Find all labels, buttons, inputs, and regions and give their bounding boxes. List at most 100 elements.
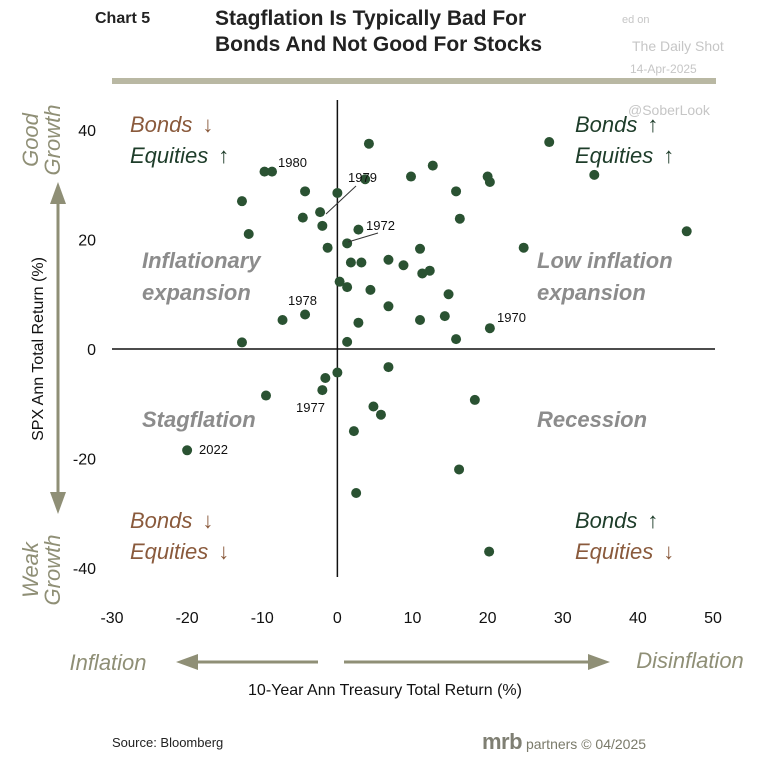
corner-bonds-label: Bonds ↑ xyxy=(575,112,658,137)
corner-bonds-label: Bonds ↑ xyxy=(575,508,658,533)
data-point xyxy=(317,385,328,396)
inflation-arrow-icon xyxy=(176,654,198,670)
data-point xyxy=(439,311,450,322)
x-tick-label: -20 xyxy=(176,610,199,627)
x-tick-label: -10 xyxy=(251,610,274,627)
watermark-line4: @SoberLook xyxy=(628,102,710,118)
data-point xyxy=(451,334,462,345)
data-point xyxy=(383,254,394,265)
data-point xyxy=(589,169,600,180)
chart-number: Chart 5 xyxy=(95,10,151,27)
data-point xyxy=(345,257,356,268)
data-point xyxy=(365,284,376,295)
data-point xyxy=(261,390,272,401)
data-point xyxy=(353,224,364,235)
quadrant-top-left-line2: expansion xyxy=(142,280,251,305)
bonds-arrow-icon: ↓ xyxy=(202,112,213,137)
chart-title-line2: Bonds And Not Good For Stocks xyxy=(215,33,543,56)
x-tick-label: 50 xyxy=(704,610,722,627)
data-point xyxy=(351,487,362,498)
data-point xyxy=(360,174,371,185)
growth-top-label: Growth xyxy=(40,105,65,176)
data-point xyxy=(427,160,438,171)
data-point xyxy=(484,546,495,557)
data-point xyxy=(300,309,311,320)
x-axis-title: 10-Year Ann Treasury Total Return (%) xyxy=(248,682,522,699)
data-point xyxy=(356,257,367,268)
x-tick-label: 10 xyxy=(404,610,422,627)
annotation-leader-line xyxy=(347,232,379,243)
data-point xyxy=(317,220,328,231)
data-point xyxy=(259,166,270,177)
data-point xyxy=(368,401,379,412)
corner-equities-label: Equities ↑ xyxy=(575,143,674,168)
data-point xyxy=(398,260,409,271)
data-point xyxy=(518,242,529,253)
y-tick-label: 0 xyxy=(87,342,96,359)
corner-equities-label: Equities ↓ xyxy=(575,539,674,564)
year-annotation: 1970 xyxy=(497,310,526,325)
data-point xyxy=(332,187,343,198)
data-point xyxy=(443,289,454,300)
brand-main: mrb xyxy=(482,729,523,754)
equities-arrow-icon: ↓ xyxy=(218,539,229,564)
corner-bonds-label: Bonds ↓ xyxy=(130,508,213,533)
watermark-line3: 14-Apr-2025 xyxy=(630,62,697,76)
brand-rest: partners © 04/2025 xyxy=(522,736,647,752)
quadrant-bottom-left: Stagflation xyxy=(142,407,256,432)
y-tick-label: -40 xyxy=(73,561,96,578)
data-point xyxy=(315,207,326,218)
y-tick-label: 40 xyxy=(78,123,96,140)
data-point xyxy=(544,137,555,148)
bonds-arrow-icon: ↑ xyxy=(647,112,658,137)
data-point xyxy=(322,242,333,253)
x-tick-label: -30 xyxy=(100,610,123,627)
labels: -30 -20 -10 0 10 20 30 40 50 -40 -20 0 20 40 10-Year A… xyxy=(18,105,744,699)
source-note: Source: Bloomberg xyxy=(112,735,224,750)
disinflation-arrow-icon xyxy=(588,654,610,670)
data-point xyxy=(417,268,428,279)
quadrant-top-left-line1: Inflationary xyxy=(142,248,262,273)
growth-bottom-label: Growth xyxy=(40,535,65,606)
weak-label: Weak xyxy=(18,541,43,598)
data-point xyxy=(320,373,331,384)
data-point xyxy=(383,362,394,373)
data-point xyxy=(348,426,359,437)
y-axis-title: SPX Ann Total Return (%) xyxy=(30,257,47,441)
growth-up-arrow-icon xyxy=(50,182,66,204)
inflation-label: Inflation xyxy=(69,650,146,675)
data-point xyxy=(405,171,416,182)
data-point xyxy=(363,138,374,149)
data-point xyxy=(182,445,193,456)
chart-title-line1: Stagflation Is Typically Bad For xyxy=(215,7,527,30)
y-tick-label: 20 xyxy=(78,233,96,250)
year-annotation: 1979 xyxy=(348,170,377,185)
disinflation-label: Disinflation xyxy=(636,648,744,673)
good-label: Good xyxy=(18,112,43,167)
axes xyxy=(50,100,715,670)
data-point xyxy=(342,282,353,293)
data-point xyxy=(415,243,426,254)
y-tick-label: -20 xyxy=(73,452,96,469)
data-point xyxy=(267,166,278,177)
year-annotation: 1978 xyxy=(288,293,317,308)
quadrant-top-right-line2: expansion xyxy=(537,280,646,305)
data-point xyxy=(454,464,465,475)
annotations: 1980 1979 1972 1978 1970 1977 2022 xyxy=(199,155,526,457)
chart-title: Stagflation Is Typically Bad For Bonds A… xyxy=(215,6,542,58)
corner-equities-label: Equities ↓ xyxy=(130,539,229,564)
data-point xyxy=(375,409,386,420)
data-point xyxy=(297,212,308,223)
x-tick-label: 30 xyxy=(554,610,572,627)
bonds-arrow-icon: ↑ xyxy=(647,508,658,533)
equities-arrow-icon: ↑ xyxy=(663,143,674,168)
quadrant-bottom-right: Recession xyxy=(537,407,647,432)
data-point xyxy=(342,238,353,249)
watermark-line2: The Daily Shot xyxy=(632,38,724,54)
x-tick-label: 40 xyxy=(629,610,647,627)
data-point xyxy=(383,301,394,312)
data-point xyxy=(236,196,247,207)
quadrant-top-right-line1: Low inflation xyxy=(537,248,673,273)
data-point xyxy=(451,186,462,197)
